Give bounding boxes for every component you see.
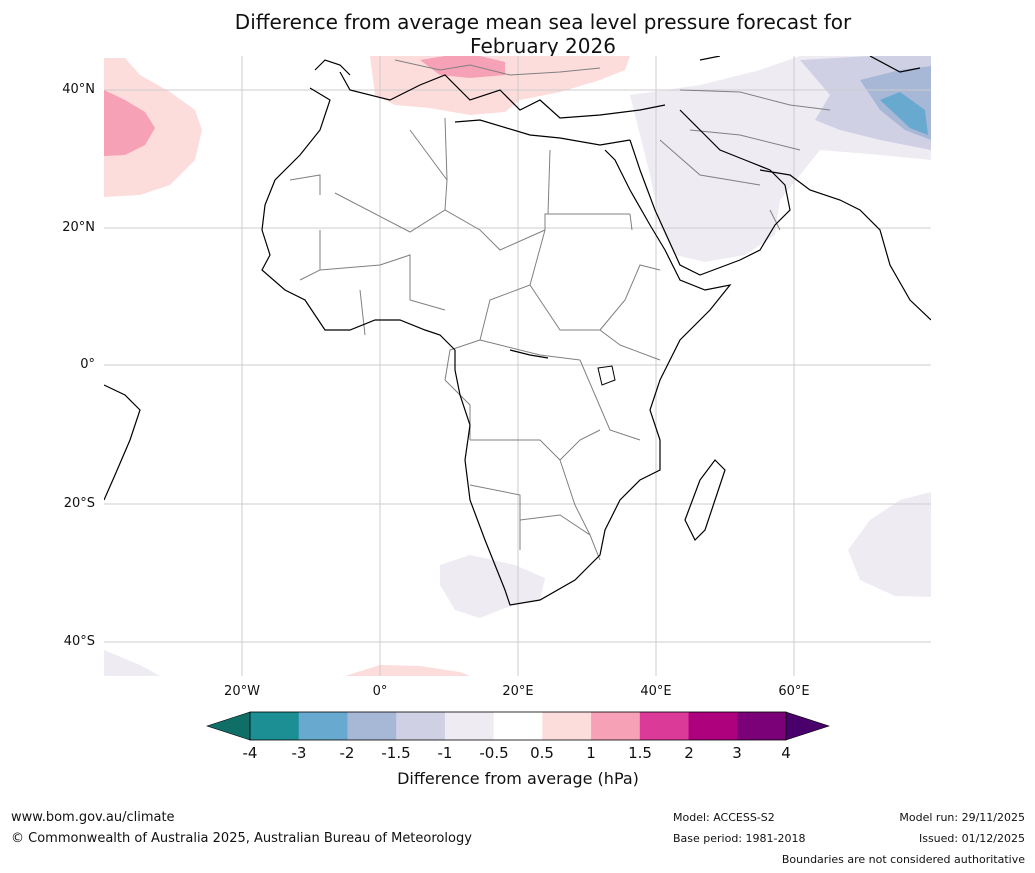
colorbar-tick: 1 [586,744,596,762]
coastline [104,56,931,606]
colorbar-tick: -3 [291,744,307,762]
lon-label-20w: 20°W [224,684,260,699]
colorbar-segment [542,712,592,740]
lat-label-20s: 20°S [63,496,95,511]
colorbar-segment [737,712,787,740]
lon-label-20e: 20°E [502,684,534,699]
colorbar-tick: 2 [684,744,694,762]
lon-label-0: 0° [372,684,388,699]
footer-model: Model: ACCESS-S2 [673,811,775,824]
footer-copyright: © Commonwealth of Australia 2025, Austra… [11,831,472,846]
colorbar-tick: 0.5 [530,744,554,762]
lake-victoria [597,365,616,386]
colorbar-segment [444,712,495,740]
colorbar-tick: 3 [732,744,742,762]
colorbar-extend-over [785,711,830,741]
colorbar-tick: -1.5 [381,744,411,762]
colorbar-tick: -0.5 [479,744,509,762]
map-title-line2: February 2026 [470,34,616,58]
colorbar-segment [688,712,738,740]
colorbar-tick: -2 [339,744,355,762]
colorbar-tick: -4 [242,744,258,762]
lat-label-40s: 40°S [63,634,95,649]
footer-base-period: Base period: 1981-2018 [673,832,806,845]
footer-model-run: Model run: 29/11/2025 [899,811,1025,824]
colorbar-tick: 1.5 [628,744,652,762]
footer-website: www.bom.gov.au/climate [11,810,175,825]
colorbar-segment [639,712,690,740]
anomaly-area [104,650,160,676]
anomaly-area [848,492,931,597]
colorbar-segment [493,712,543,740]
colorbar-label: Difference from average (hPa) [397,769,639,788]
colorbar-tick: -1 [437,744,453,762]
anomaly-area [104,90,155,156]
colorbar-segment [298,712,348,740]
colorbar-segment [250,712,300,740]
footer-disclaimer: Boundaries are not considered authoritat… [781,853,1025,866]
colorbar-tick: 4 [781,744,791,762]
footer-issued: Issued: 01/12/2025 [918,832,1025,845]
anomaly-area [345,665,470,676]
map-title-line1: Difference from average mean sea level p… [234,10,852,34]
anomaly-area [440,555,545,618]
anomaly-area [880,92,928,135]
graticule [104,56,931,676]
lon-label-40e: 40°E [640,684,672,699]
colorbar-segment [396,712,446,740]
lat-label-20n: 20°N [62,220,95,235]
colorbar-extend-under [206,711,251,741]
colorbar-segment [347,712,397,740]
lat-label-40n: 40°N [62,82,95,97]
lon-label-60e: 60°E [778,684,810,699]
lat-label-0: 0° [80,357,95,372]
colorbar-segment [591,712,641,740]
anomaly-area [420,56,505,78]
colorbar [206,711,830,741]
